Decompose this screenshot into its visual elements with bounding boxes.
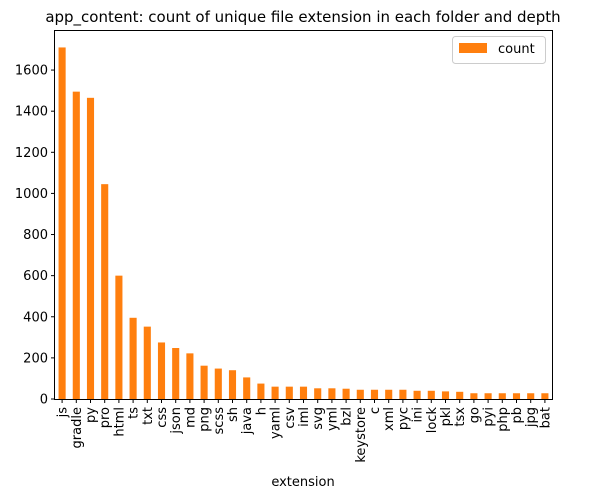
x-tick-label-java: java: [240, 407, 255, 435]
x-tick-label-csv: csv: [283, 407, 298, 429]
bar-sh: [228, 370, 237, 399]
x-tick-label-jpg: jpg: [524, 407, 539, 428]
legend-label: count: [498, 42, 535, 57]
x-tick-label-ts: ts: [127, 407, 142, 419]
bar-jpg: [527, 393, 535, 399]
bar-yml: [328, 388, 336, 399]
bar-go: [470, 393, 478, 399]
bar-pyc: [399, 389, 407, 399]
x-tick-label-yaml: yaml: [269, 407, 284, 439]
bar-yaml: [271, 386, 279, 399]
x-tick-label-iml: iml: [297, 407, 312, 427]
bar-h: [257, 383, 265, 399]
bar-md: [186, 353, 194, 399]
bar-png: [200, 365, 208, 399]
x-tick-label-pyi: pyi: [482, 407, 497, 427]
x-tick-label-bzl: bzl: [340, 407, 355, 426]
x-tick-label-h: h: [254, 407, 269, 415]
legend-swatch: [459, 43, 487, 53]
x-tick-label-php: php: [496, 407, 511, 432]
x-tick-label-svg: svg: [311, 407, 326, 430]
bar-pkl: [441, 391, 450, 399]
x-tick-label-pkl: pkl: [439, 407, 454, 426]
bar-css: [157, 342, 166, 399]
bar-js: [58, 47, 66, 399]
bar-gradle: [72, 91, 80, 400]
bar-pyi: [484, 393, 492, 399]
bar-xml: [385, 389, 393, 399]
bar-ini: [413, 390, 421, 399]
y-tick-label: 1200: [15, 146, 48, 161]
chart-title: app_content: count of unique file extens…: [45, 8, 560, 27]
y-tick-label: 1400: [15, 105, 48, 120]
x-tick-label-sh: sh: [226, 407, 241, 422]
x-tick-label-lock: lock: [425, 407, 440, 434]
x-axis: js gradle py pro html ts txt css json md png scss sh…: [56, 399, 553, 463]
x-tick-label-css: css: [155, 407, 170, 428]
x-tick-label-keystore: keystore: [354, 407, 369, 463]
x-tick-label-md: md: [183, 407, 198, 428]
bar-keystore: [356, 389, 364, 399]
x-tick-label-go: go: [467, 407, 482, 423]
bar-ts: [129, 317, 137, 399]
bar-iml: [299, 386, 308, 399]
x-tick-label-png: png: [198, 407, 213, 432]
x-axis-label: extension: [271, 475, 334, 490]
x-tick-label-js: js: [56, 407, 71, 419]
bar-html: [115, 275, 123, 399]
x-tick-label-bat: bat: [538, 407, 553, 428]
x-tick-label-json: json: [169, 407, 184, 435]
bar-pro: [101, 184, 109, 399]
legend: count: [452, 36, 546, 64]
x-tick-label-gradle: gradle: [70, 407, 85, 448]
bars: [58, 47, 549, 400]
x-tick-label-c: c: [368, 407, 383, 414]
y-tick-label: 600: [23, 269, 48, 284]
x-tick-label-pro: pro: [98, 407, 113, 428]
bar-tsx: [456, 391, 464, 399]
y-tick-label: 800: [23, 228, 48, 243]
y-tick-label: 200: [23, 351, 48, 366]
y-tick-label: 0: [40, 393, 48, 408]
bar-csv: [285, 386, 293, 399]
bar-json: [172, 348, 180, 399]
axes-frame: [54, 30, 553, 400]
bar-c: [370, 389, 379, 399]
bar-py: [86, 97, 95, 399]
bar-bat: [541, 393, 549, 399]
x-tick-label-scss: scss: [212, 407, 227, 435]
bar-pb: [512, 393, 521, 399]
x-tick-label-py: py: [84, 407, 99, 423]
bar-bzl: [342, 388, 350, 399]
x-tick-label-xml: xml: [382, 407, 397, 431]
bar-lock: [427, 390, 435, 399]
y-axis: 0 200 400 600 800 1000 1200 1400 1600: [15, 64, 55, 408]
y-tick-label: 1000: [15, 187, 48, 202]
bar-java: [243, 377, 251, 399]
x-tick-label-pb: pb: [510, 407, 525, 424]
x-tick-label-html: html: [112, 407, 127, 437]
x-tick-label-tsx: tsx: [453, 407, 468, 427]
x-tick-label-pyc: pyc: [396, 407, 411, 430]
bar-txt: [143, 326, 151, 399]
y-tick-label: 1600: [15, 64, 48, 79]
x-tick-label-ini: ini: [411, 407, 426, 422]
bar-svg: [314, 388, 322, 399]
bar-php: [498, 393, 506, 399]
bar-scss: [214, 368, 222, 399]
y-tick-label: 400: [23, 310, 48, 325]
x-tick-label-yml: yml: [325, 407, 340, 431]
x-tick-label-txt: txt: [141, 407, 156, 425]
